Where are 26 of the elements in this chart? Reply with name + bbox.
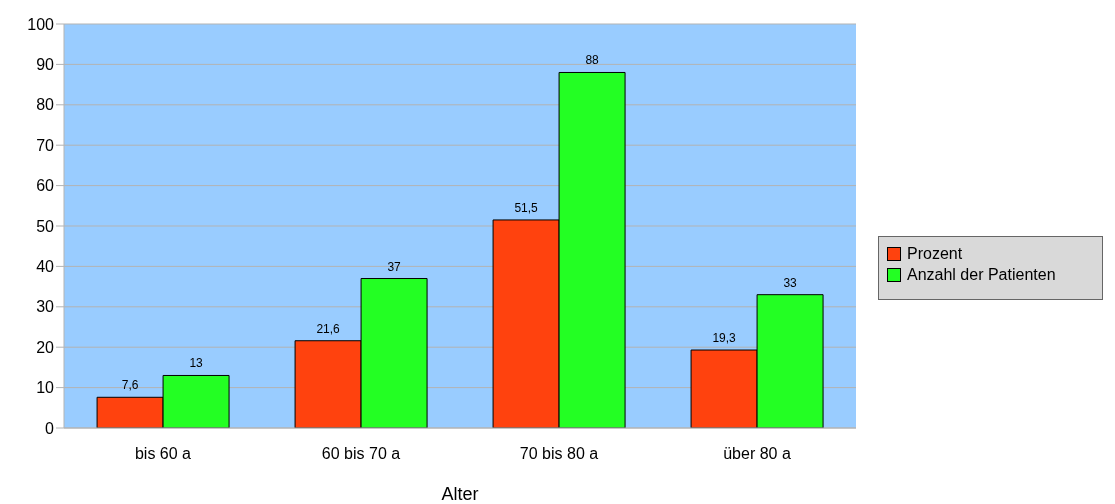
y-tick-label: 50	[36, 217, 55, 235]
data-label: 7,6	[121, 378, 139, 393]
x-tick-label: 60 bis 70 a	[321, 445, 401, 463]
data-label: 19,3	[712, 331, 737, 346]
data-label: 37	[387, 259, 402, 274]
y-tick-label: 80	[36, 96, 55, 114]
legend-label: Prozent	[907, 244, 963, 263]
y-tick-label: 40	[36, 258, 55, 276]
x-tick-label: 70 bis 80 a	[519, 445, 599, 463]
y-tick-label: 20	[36, 338, 55, 356]
x-axis-title: Alter	[441, 484, 479, 504]
x-tick-label: bis 60 a	[134, 445, 192, 463]
data-label: 21,6	[316, 321, 341, 336]
data-label: 51,5	[514, 200, 539, 215]
x-tick-label: über 80 a	[723, 445, 791, 463]
y-tick-label: 10	[36, 379, 55, 397]
data-label: 88	[585, 53, 600, 68]
data-label: 13	[189, 356, 204, 371]
y-tick-label: 90	[36, 56, 55, 74]
legend-label: Anzahl der Patienten	[907, 265, 1056, 284]
y-tick-label: 0	[45, 419, 55, 437]
y-tick-label: 60	[36, 177, 55, 195]
y-tick-label: 70	[36, 136, 55, 154]
y-tick-label: 30	[36, 298, 55, 316]
data-label: 33	[783, 275, 798, 290]
y-tick-label: 100	[27, 15, 55, 33]
